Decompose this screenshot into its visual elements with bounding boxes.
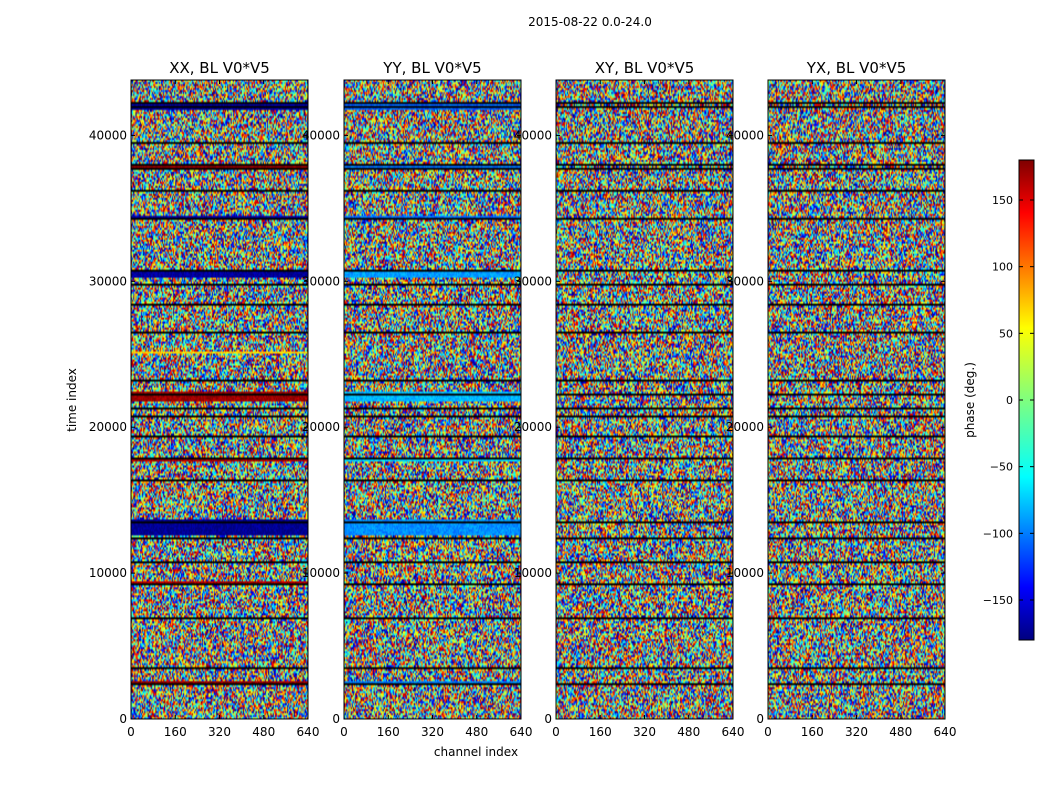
y-tick-label: 10000 (89, 566, 127, 580)
y-tick-label: 20000 (514, 420, 552, 434)
colorbar-tick-label: 0 (1006, 394, 1013, 407)
panel-heatmap-xy (556, 80, 733, 719)
y-tick-label: 10000 (726, 566, 764, 580)
y-tick-label: 40000 (89, 128, 127, 142)
panel-xx: XX, BL V0*V5 0 160 320 480 640 0 10000 20000 3000… (89, 59, 320, 739)
x-tick-label: 480 (889, 725, 912, 739)
y-tick-label: 10000 (302, 566, 340, 580)
x-tick-label: 0 (764, 725, 772, 739)
colorbar-tick-label: −100 (983, 527, 1013, 540)
y-tick-label: 20000 (89, 420, 127, 434)
y-axis-label: time index (65, 368, 79, 432)
x-tick-label: 320 (845, 725, 868, 739)
panel-heatmap-yx (768, 80, 945, 719)
x-tick-label: 640 (934, 725, 957, 739)
colorbar-tick-label: 100 (992, 261, 1013, 274)
x-tick-label: 0 (552, 725, 560, 739)
panel-yx: YX, BL V0*V5 0 160 320 480 640 0 10000 20000 3000… (726, 59, 957, 739)
panel-title: XY, BL V0*V5 (595, 59, 695, 77)
x-tick-label: 160 (801, 725, 824, 739)
panel-title: XX, BL V0*V5 (169, 59, 270, 77)
colorbar-tick-label: −150 (983, 594, 1013, 607)
y-tick-label: 0 (544, 712, 552, 726)
y-tick-label: 20000 (726, 420, 764, 434)
panels: XX, BL V0*V5 0 160 320 480 640 0 10000 20000 3000… (89, 59, 957, 739)
x-tick-label: 480 (677, 725, 700, 739)
y-tick-label: 20000 (302, 420, 340, 434)
y-tick-label: 0 (756, 712, 764, 726)
x-tick-label: 160 (377, 725, 400, 739)
x-tick-label: 160 (589, 725, 612, 739)
y-tick-label: 40000 (302, 128, 340, 142)
x-tick-label: 320 (208, 725, 231, 739)
figure-suptitle: 2015-08-22 0.0-24.0 (528, 15, 652, 29)
colorbar-ticks: 150 100 50 0 −50 −100 −150 (983, 194, 1034, 607)
panel-yy: YY, BL V0*V5 0 160 320 480 640 0 10000 20000 3000… (302, 59, 533, 739)
y-tick-label: 30000 (514, 274, 552, 288)
x-tick-label: 160 (164, 725, 187, 739)
x-tick-label: 480 (465, 725, 488, 739)
panel-heatmap-xx (131, 80, 308, 719)
y-tick-label: 30000 (302, 274, 340, 288)
colorbar: 150 100 50 0 −50 −100 −150 phase (deg.) (963, 159, 1035, 641)
panel-heatmap-yy (344, 80, 521, 719)
x-tick-label: 0 (340, 725, 348, 739)
colorbar-tick-label: 150 (992, 194, 1013, 207)
x-tick-label: 640 (722, 725, 745, 739)
y-tick-label: 0 (332, 712, 340, 726)
x-tick-label: 480 (252, 725, 275, 739)
y-tick-label: 0 (119, 712, 127, 726)
y-tick-label: 30000 (726, 274, 764, 288)
x-tick-label: 0 (127, 725, 135, 739)
x-tick-label: 640 (510, 725, 533, 739)
panel-xy: XY, BL V0*V5 0 160 320 480 640 0 10000 20000 3000… (514, 59, 745, 739)
x-axis-label: channel index (434, 745, 518, 759)
panel-title: YY, BL V0*V5 (382, 59, 481, 77)
panel-title: YX, BL V0*V5 (806, 59, 907, 77)
y-tick-label: 40000 (514, 128, 552, 142)
x-tick-label: 320 (633, 725, 656, 739)
colorbar-tick-label: 50 (999, 327, 1013, 340)
x-tick-label: 640 (297, 725, 320, 739)
colorbar-tick-label: −50 (990, 461, 1013, 474)
y-tick-label: 30000 (89, 274, 127, 288)
colorbar-label: phase (deg.) (963, 362, 977, 438)
y-tick-label: 10000 (514, 566, 552, 580)
x-tick-label: 320 (421, 725, 444, 739)
y-tick-label: 40000 (726, 128, 764, 142)
